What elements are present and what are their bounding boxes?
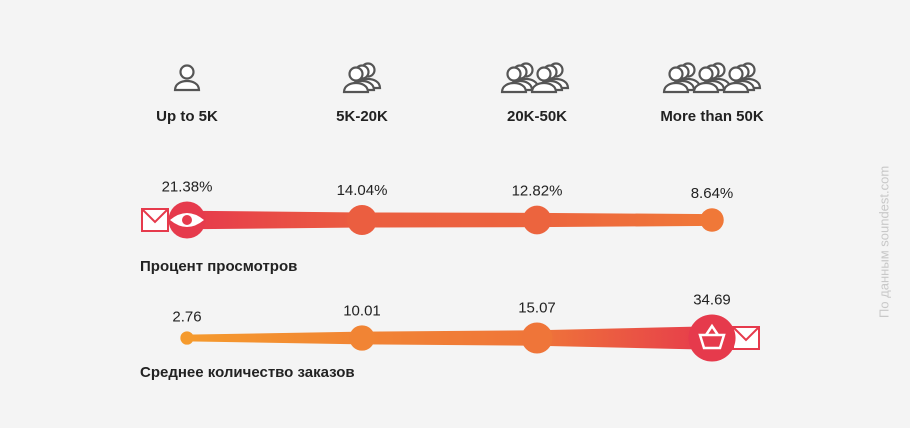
value-label: 34.69 bbox=[693, 291, 731, 308]
envelope-icon bbox=[141, 208, 760, 350]
value-label: 14.04% bbox=[337, 182, 388, 199]
band bbox=[187, 210, 712, 230]
series-label: Процент просмотров bbox=[140, 258, 297, 275]
basket-icon bbox=[698, 323, 726, 350]
series-label: Среднее количество заказов bbox=[140, 364, 355, 381]
category-label: 20K-50K bbox=[507, 108, 567, 125]
value-label: 21.38% bbox=[162, 178, 213, 195]
dot bbox=[688, 314, 736, 362]
dot bbox=[180, 331, 194, 345]
category-label: 5K-20K bbox=[336, 108, 388, 125]
value-label: 12.82% bbox=[512, 183, 563, 200]
value-label: 10.01 bbox=[343, 302, 381, 319]
category-label: More than 50K bbox=[660, 108, 764, 125]
dot bbox=[521, 322, 553, 354]
dot bbox=[700, 208, 724, 232]
dot bbox=[349, 325, 375, 351]
source-note: По данным soundest.com bbox=[876, 166, 891, 318]
eye-icon bbox=[170, 213, 204, 227]
band bbox=[187, 326, 712, 350]
value-label: 15.07 bbox=[518, 299, 556, 316]
dot bbox=[522, 205, 552, 235]
category-icons bbox=[173, 64, 760, 93]
value-label: 2.76 bbox=[172, 308, 201, 325]
value-label: 8.64% bbox=[691, 185, 734, 202]
dot bbox=[347, 205, 377, 235]
category-label: Up to 5K bbox=[156, 108, 218, 125]
